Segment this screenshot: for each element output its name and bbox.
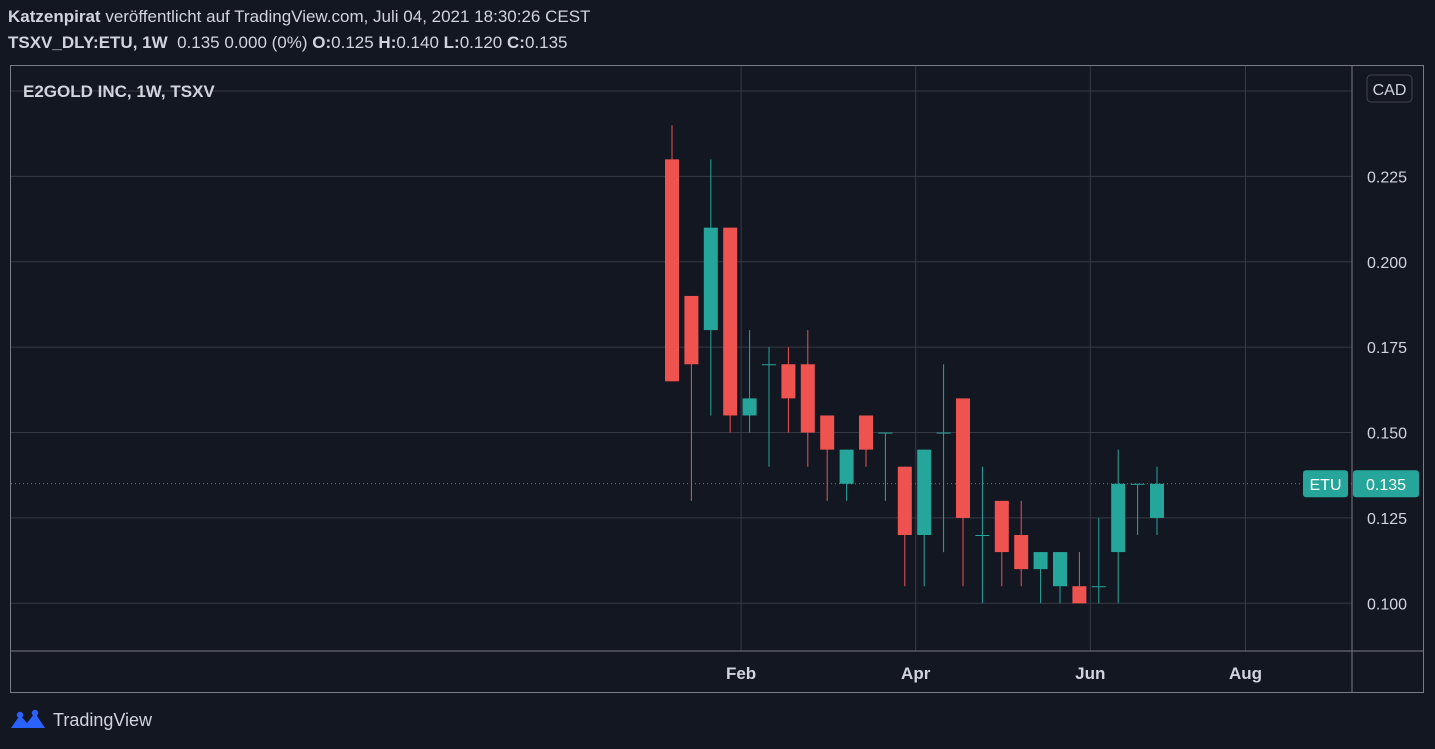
tradingview-logo-icon xyxy=(11,709,45,728)
currency-label: CAD xyxy=(1373,82,1407,99)
candle-body xyxy=(820,415,835,450)
time-axis-labels: Feb Apr Jun Aug xyxy=(726,664,1262,683)
candle-body xyxy=(878,432,893,434)
candle-body xyxy=(781,364,796,399)
high-label: H: xyxy=(378,33,397,52)
x-tick-label: Apr xyxy=(901,664,931,683)
footer-brand[interactable]: TradingView xyxy=(10,709,152,731)
candle-body xyxy=(762,364,776,366)
chart-frame[interactable]: 0.100 0.125 0.150 0.175 0.200 0.225 Feb Apr Jun… xyxy=(10,65,1424,693)
candlestick-chart[interactable]: 0.100 0.125 0.150 0.175 0.200 0.225 Feb Apr Jun… xyxy=(11,66,1423,692)
candle-body xyxy=(859,415,873,450)
candle xyxy=(994,500,1009,587)
candle-body xyxy=(742,398,757,416)
last-change: 0.135 0.000 (0%) xyxy=(177,33,308,52)
open-value: 0.125 xyxy=(331,33,374,52)
candle-body xyxy=(917,449,932,535)
candle xyxy=(1091,517,1106,604)
x-tick-label: Feb xyxy=(726,664,756,683)
low-value: 0.120 xyxy=(459,33,503,52)
price-axis-labels: 0.100 0.125 0.150 0.175 0.200 0.225 xyxy=(1367,169,1407,613)
candle-body xyxy=(1150,483,1164,518)
candle xyxy=(1072,552,1087,604)
candle xyxy=(665,125,679,382)
y-tick-label: 0.225 xyxy=(1367,169,1407,186)
grid-lines xyxy=(11,66,1352,651)
x-tick-label: Jun xyxy=(1075,664,1105,683)
candle xyxy=(859,415,873,467)
tradingview-brand-text: TradingView xyxy=(53,709,153,730)
open-label: O: xyxy=(312,33,332,52)
candle-body xyxy=(703,227,718,331)
candle-body xyxy=(975,535,990,536)
candle xyxy=(936,364,951,553)
candle-body xyxy=(800,364,815,433)
candle xyxy=(1033,552,1048,604)
candle xyxy=(742,330,757,433)
candle-body xyxy=(1014,535,1029,570)
candle xyxy=(723,227,738,433)
x-tick-label: Aug xyxy=(1229,664,1262,683)
candle xyxy=(878,432,893,501)
candle-body xyxy=(897,466,912,535)
candle-body xyxy=(936,432,951,434)
price-tag: ETU 0.135 xyxy=(1303,470,1419,498)
candle-body xyxy=(1033,552,1048,570)
currency-button[interactable]: CAD xyxy=(1366,74,1413,103)
candle xyxy=(1053,552,1067,604)
symbol-interval: TSXV_DLY:ETU, 1W xyxy=(8,33,168,52)
candle xyxy=(820,415,835,501)
candle-body xyxy=(994,500,1009,553)
y-tick-label: 0.100 xyxy=(1367,596,1407,613)
published-text: veröffentlicht auf TradingView.com, Juli… xyxy=(105,7,591,26)
candle-body xyxy=(1111,483,1126,553)
candle xyxy=(975,466,990,604)
candle xyxy=(781,347,796,433)
close-label: C: xyxy=(506,33,525,52)
candle-body xyxy=(956,398,970,518)
candle xyxy=(1150,466,1164,535)
publish-info: Katzenpirat veröffentlicht auf TradingVi… xyxy=(8,7,590,27)
low-label: L: xyxy=(443,33,460,52)
candle-body xyxy=(1091,586,1106,588)
candle-body xyxy=(665,159,679,382)
candle-body xyxy=(839,449,854,484)
candle xyxy=(1130,483,1145,535)
y-tick-label: 0.175 xyxy=(1367,340,1407,357)
candle xyxy=(800,330,815,467)
candle-body xyxy=(684,295,699,365)
price-tag-symbol: ETU xyxy=(1310,477,1342,494)
author-name[interactable]: Katzenpirat xyxy=(8,7,101,26)
y-tick-label: 0.200 xyxy=(1367,255,1407,272)
candle-body xyxy=(1130,483,1145,485)
candle xyxy=(897,466,912,587)
candle-body xyxy=(723,227,738,416)
ohlc-line: TSXV_DLY:ETU, 1W 0.135 0.000 (0%) O:0.12… xyxy=(8,33,567,53)
close-value: 0.135 xyxy=(524,33,568,52)
candle xyxy=(956,398,970,587)
candles xyxy=(665,125,1164,604)
candle xyxy=(1111,449,1126,604)
candle-body xyxy=(1072,586,1087,604)
candle xyxy=(917,449,932,587)
candle xyxy=(703,159,718,416)
y-tick-label: 0.150 xyxy=(1367,426,1407,443)
candle xyxy=(1014,500,1029,587)
candle xyxy=(839,449,854,501)
candle xyxy=(762,347,776,467)
candle-body xyxy=(1053,552,1067,587)
candle xyxy=(684,295,699,501)
price-tag-value: 0.135 xyxy=(1366,477,1406,494)
high-value: 0.140 xyxy=(396,33,439,52)
chart-title: E2GOLD INC, 1W, TSXV xyxy=(23,82,215,101)
y-tick-label: 0.125 xyxy=(1367,511,1407,528)
